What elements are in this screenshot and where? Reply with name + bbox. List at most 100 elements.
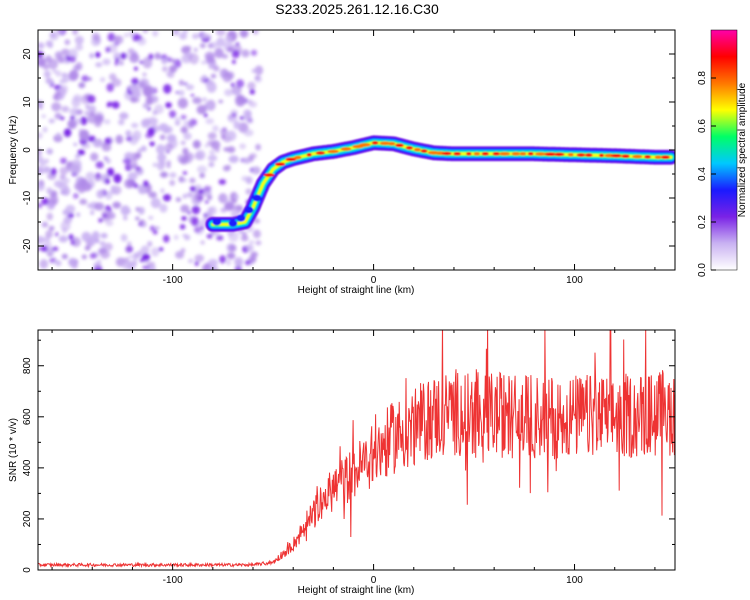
noise-speckle	[38, 155, 44, 163]
noise-speckle	[173, 59, 182, 68]
noise-speckle	[111, 78, 122, 87]
noise-speckle	[212, 65, 220, 72]
ridge-hotspot	[340, 147, 352, 151]
noise-speckle	[67, 167, 74, 172]
noise-speckle	[191, 205, 201, 215]
noise-speckle	[108, 44, 118, 53]
noise-speckle	[252, 30, 259, 35]
noise-speckle	[235, 42, 240, 46]
noise-speckle	[196, 105, 207, 115]
noise-speckle	[206, 79, 214, 85]
noise-speckle	[181, 216, 187, 221]
noise-speckle	[81, 75, 89, 82]
snr-frame	[37, 329, 676, 571]
noise-speckle	[75, 154, 81, 159]
noise-speckle	[209, 150, 216, 155]
noise-speckle	[93, 261, 102, 268]
noise-speckle	[163, 234, 170, 243]
noise-speckle	[124, 245, 132, 253]
noise-speckle	[78, 129, 90, 141]
noise-speckle	[98, 247, 107, 255]
noise-speckle	[152, 30, 159, 37]
noise-speckle	[143, 180, 149, 187]
noise-speckle	[103, 119, 111, 125]
ridge-hotspot	[553, 152, 565, 157]
noise-speckle	[135, 152, 142, 159]
noise-speckle	[59, 116, 65, 120]
noise-speckle	[173, 234, 179, 240]
noise-speckle	[231, 50, 240, 59]
noise-speckle	[50, 198, 57, 204]
noise-speckle	[55, 260, 62, 267]
noise-speckle	[57, 95, 65, 100]
noise-speckle	[85, 171, 96, 180]
noise-speckle	[210, 73, 217, 79]
noise-speckle	[241, 175, 248, 182]
x-tick-label: -100	[163, 575, 183, 586]
noise-speckle	[241, 234, 249, 242]
noise-speckle	[110, 185, 117, 191]
noise-speckle	[138, 206, 145, 215]
noise-speckle	[95, 161, 104, 169]
noise-speckle	[61, 48, 70, 56]
noise-speckle	[48, 225, 55, 231]
noise-speckle	[222, 165, 231, 172]
noise-speckle	[182, 171, 188, 175]
noise-speckle	[232, 89, 240, 96]
ridge-hotspot	[306, 153, 312, 157]
noise-speckle	[135, 166, 141, 171]
noise-speckle	[46, 148, 53, 155]
noise-speckle	[141, 221, 147, 228]
noise-speckle	[251, 68, 257, 73]
noise-speckle	[104, 178, 110, 185]
noise-speckle	[224, 89, 233, 97]
ridge-hotspot	[481, 152, 489, 156]
noise-speckle	[50, 32, 56, 38]
noise-speckle	[194, 261, 199, 266]
ridge-hotspot	[405, 146, 413, 150]
noise-speckle	[147, 117, 158, 126]
noise-speckle	[175, 91, 180, 94]
noise-speckle	[113, 173, 122, 184]
noise-speckle	[216, 37, 226, 48]
noise-speckle	[146, 106, 151, 111]
noise-speckle	[204, 51, 215, 61]
noise-speckle	[76, 212, 81, 217]
noise-speckle	[247, 81, 256, 90]
noise-speckle	[250, 49, 258, 56]
noise-speckle	[236, 79, 245, 88]
noise-speckle	[95, 51, 101, 58]
noise-speckle	[200, 240, 205, 245]
noise-speckle	[79, 177, 88, 187]
noise-speckle	[80, 116, 88, 126]
noise-speckle	[169, 179, 176, 186]
ridge-hotspot	[388, 141, 396, 146]
noise-speckle	[169, 172, 177, 179]
noise-speckle	[135, 207, 140, 212]
noise-speckle	[169, 110, 177, 118]
noise-speckle	[138, 81, 146, 88]
x-tick-label: 100	[566, 575, 583, 586]
ridge-blob	[212, 218, 222, 226]
noise-speckle	[252, 229, 261, 239]
noise-speckle	[202, 74, 207, 81]
noise-speckle	[255, 240, 262, 246]
noise-speckle	[131, 77, 139, 85]
colorbar-gradient	[711, 30, 737, 270]
noise-speckle	[209, 42, 218, 49]
noise-speckle	[111, 101, 120, 109]
noise-speckle	[208, 162, 215, 168]
ridge-hotspot	[492, 152, 500, 156]
noise-speckle	[142, 102, 149, 109]
noise-speckle	[185, 84, 195, 91]
noise-speckle	[90, 210, 95, 215]
noise-speckle	[247, 99, 253, 105]
ridge-hotspot	[499, 152, 511, 156]
noise-speckle	[124, 152, 134, 160]
noise-speckle	[193, 47, 198, 53]
ridge-hotspot	[621, 154, 630, 158]
noise-speckle	[61, 253, 68, 260]
noise-speckle	[148, 191, 158, 199]
noise-speckle	[203, 113, 208, 118]
noise-speckle	[148, 53, 154, 60]
